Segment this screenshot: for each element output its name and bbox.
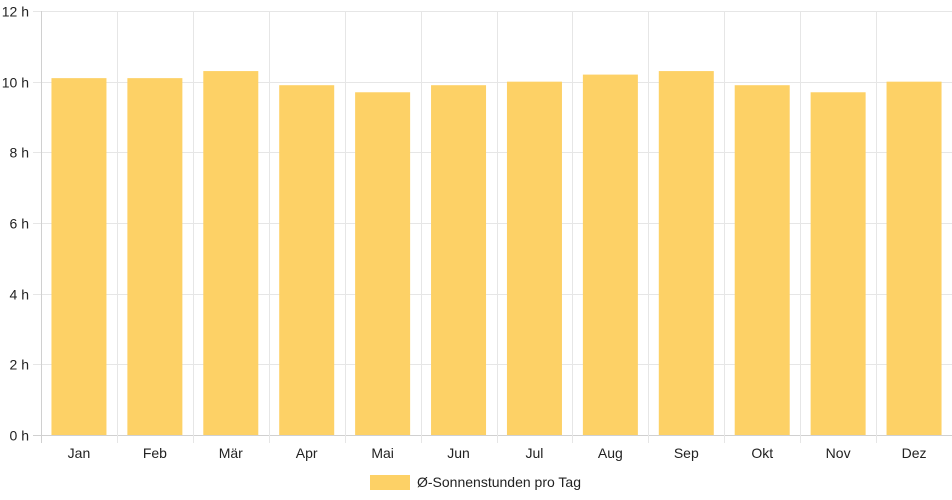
- x-tick-label: Apr: [296, 445, 318, 461]
- y-tick-label: 10 h: [2, 75, 29, 91]
- x-tick-label: Aug: [598, 445, 623, 461]
- y-tick-label: 12 h: [2, 4, 29, 20]
- bar-mai[interactable]: [355, 92, 411, 436]
- grid: [33, 11, 952, 443]
- bar-jun[interactable]: [431, 85, 487, 435]
- x-tick-label: Dez: [902, 445, 927, 461]
- x-tick-label: Jan: [68, 445, 91, 461]
- bar-jul[interactable]: [506, 81, 562, 436]
- y-tick-label: 2 h: [10, 357, 29, 373]
- x-tick-label: Feb: [143, 445, 167, 461]
- x-tick-label: Nov: [826, 445, 851, 461]
- bar-sep[interactable]: [658, 71, 714, 436]
- bar-dez[interactable]: [886, 81, 942, 436]
- x-tick-label: Mai: [371, 445, 394, 461]
- x-tick-label: Jul: [526, 445, 544, 461]
- bar-okt[interactable]: [734, 85, 790, 435]
- x-tick-label: Sep: [674, 445, 699, 461]
- bar-jan[interactable]: [51, 78, 107, 435]
- legend[interactable]: Ø-Sonnenstunden pro Tag: [370, 474, 581, 490]
- bar-feb[interactable]: [127, 78, 183, 435]
- y-tick-label: 6 h: [10, 216, 29, 232]
- x-tick-label: Mär: [219, 445, 243, 461]
- y-tick-label: 0 h: [10, 428, 29, 444]
- legend-swatch[interactable]: [370, 475, 410, 490]
- bar-apr[interactable]: [279, 85, 335, 435]
- bar-aug[interactable]: [582, 74, 638, 435]
- y-tick-label: 8 h: [10, 145, 29, 161]
- axes: 0 h 2 h 4 h 6 h 8 h 10 h 12 h Jan Feb Mär Apr Mai Ju…: [2, 4, 927, 462]
- y-tick-label: 4 h: [10, 287, 29, 303]
- bars: [51, 71, 942, 436]
- x-tick-label: Jun: [447, 445, 470, 461]
- bar-nov[interactable]: [810, 92, 866, 436]
- bar-mär[interactable]: [203, 71, 259, 436]
- x-tick-label: Okt: [751, 445, 773, 461]
- legend-label[interactable]: Ø-Sonnenstunden pro Tag: [417, 474, 581, 490]
